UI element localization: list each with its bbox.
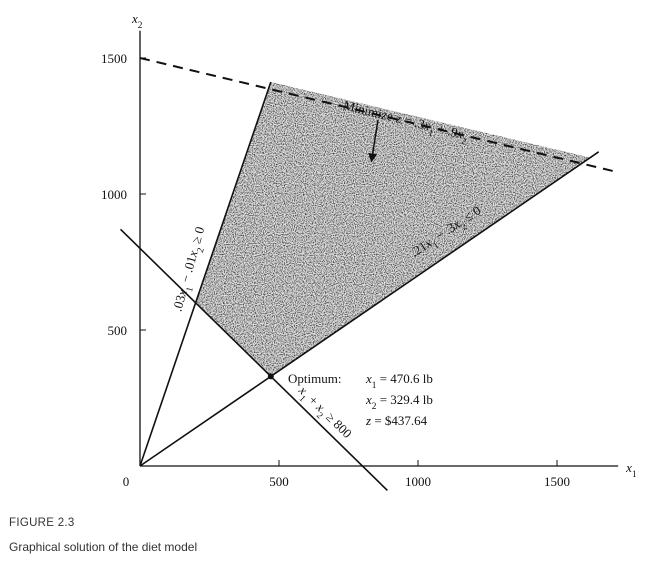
figure-number: FIGURE 2.3 xyxy=(9,517,75,529)
y-tick-label: 1500 xyxy=(101,51,127,66)
x-tick-label: 1000 xyxy=(405,474,431,489)
y-tick-label: 1000 xyxy=(101,187,127,202)
optimum-lead: Optimum: xyxy=(288,371,341,386)
constraint-label: x1 + x2 ≥ 800 xyxy=(292,382,355,445)
constraint-line xyxy=(139,151,600,467)
objective-line xyxy=(139,57,619,174)
optimum-value: x2 = 329.4 lb xyxy=(365,392,433,412)
constraint-line xyxy=(139,81,272,467)
y-axis-label: x2 xyxy=(131,11,143,31)
constraint-line xyxy=(119,228,388,492)
optimum-value: z = $437.64 xyxy=(365,413,428,428)
optimum-point xyxy=(267,373,274,380)
x-tick-label: 1500 xyxy=(544,474,570,489)
y-tick-label: 500 xyxy=(108,323,128,338)
figure-caption: Graphical solution of the diet model xyxy=(9,540,198,554)
x-tick-label: 500 xyxy=(269,474,289,489)
optimum-value: x1 = 470.6 lb xyxy=(365,371,433,391)
x-tick-label: 0 xyxy=(123,474,130,489)
direction-arrow xyxy=(368,119,379,163)
x-axis-label: x1 xyxy=(625,460,637,480)
feasible-region-stipple xyxy=(195,82,591,377)
